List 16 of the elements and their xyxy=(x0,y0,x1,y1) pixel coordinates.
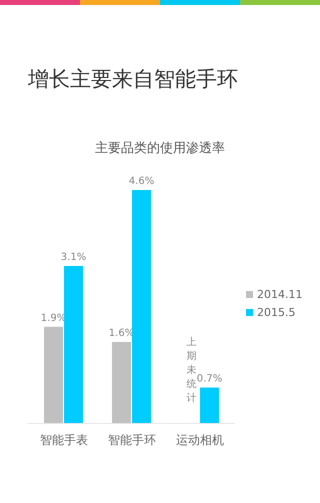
data-label: 3.1% xyxy=(60,252,86,263)
x-tick-label: 智能手环 xyxy=(108,433,156,447)
chart-subtitle: 主要品类的使用渗透率 xyxy=(95,140,225,156)
bar xyxy=(132,190,151,423)
bar xyxy=(112,342,131,423)
annotation: 上期未统计 xyxy=(186,336,196,404)
bar xyxy=(64,266,83,423)
data-label: 0.7% xyxy=(196,374,222,385)
chart-title: 增长主要来自智能手环 xyxy=(27,67,238,91)
bar xyxy=(200,388,219,423)
x-tick-label: 运动相机 xyxy=(176,433,224,447)
bar xyxy=(44,326,63,423)
x-tick-label: 智能手表 xyxy=(40,433,88,447)
legend-label: 2015.5 xyxy=(257,306,296,319)
legend-label: 2014.11 xyxy=(257,288,302,301)
data-label: 4.6% xyxy=(128,176,154,187)
